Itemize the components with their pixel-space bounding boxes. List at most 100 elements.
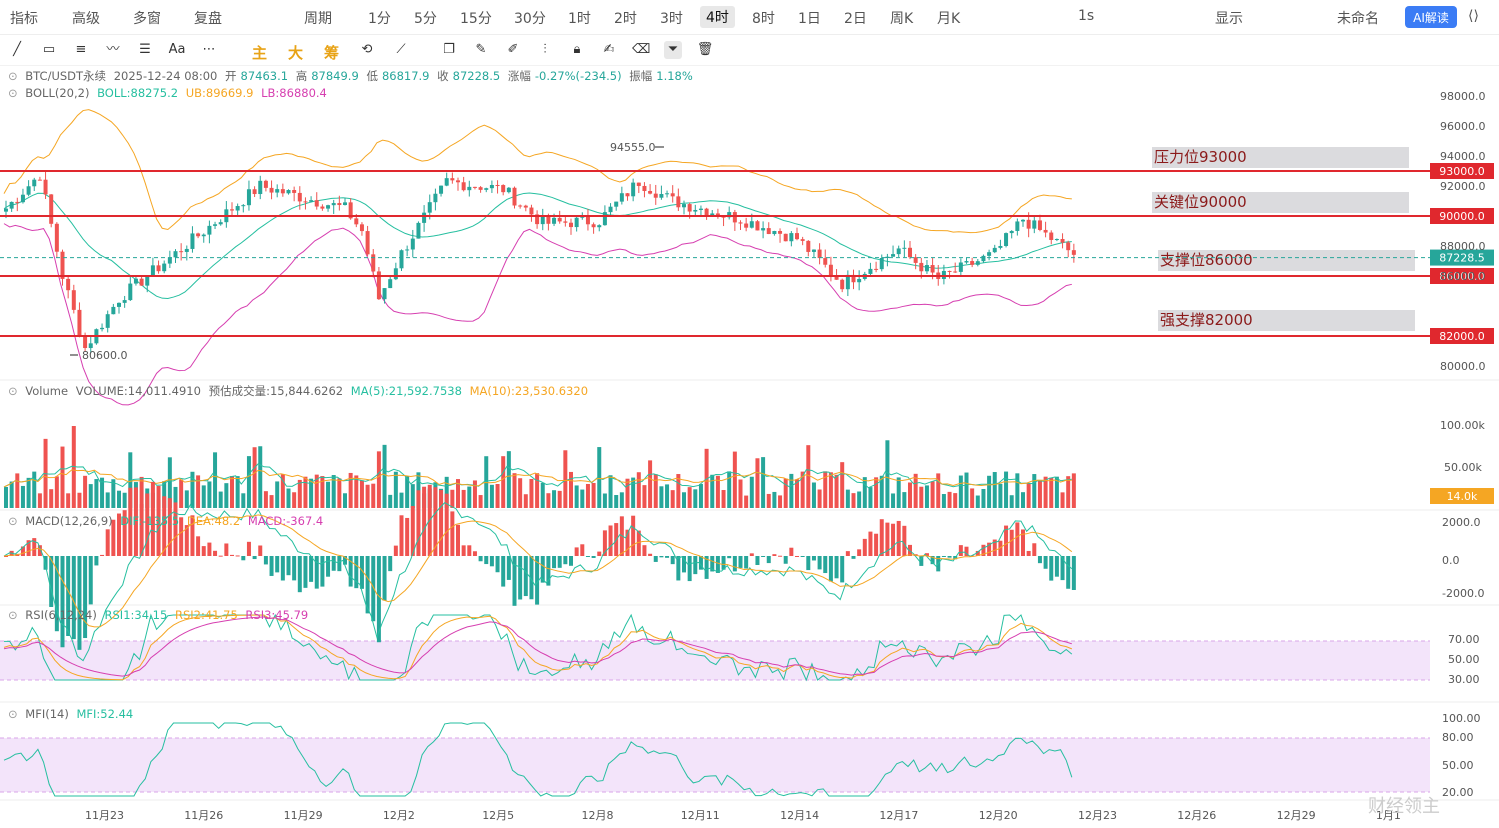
volume-bar	[602, 493, 607, 508]
volume-bar	[269, 495, 274, 508]
candle-body	[427, 202, 432, 213]
volume-bar	[908, 482, 912, 508]
eraser-icon[interactable]: ⌫	[632, 42, 651, 57]
volume-bar	[563, 450, 568, 508]
toolbar-item-14[interactable]: 2日	[844, 11, 867, 27]
date-label-7: 12月14	[780, 809, 819, 822]
candle-body	[857, 278, 862, 283]
toolbar-item-9[interactable]: 1时	[568, 11, 591, 27]
mode-large[interactable]: 大	[288, 44, 304, 62]
text-tool-icon[interactable]: Aa	[168, 42, 186, 57]
mode-chips[interactable]: 筹	[324, 44, 340, 62]
toolbar-item-13[interactable]: 1日	[798, 11, 821, 27]
macd-bar	[540, 556, 545, 583]
candle-body	[512, 187, 517, 206]
volume-bar	[111, 479, 116, 508]
macd-bar	[891, 523, 896, 556]
wave-tool-icon[interactable]: 〰	[106, 42, 120, 57]
candle-body	[66, 278, 71, 291]
rsi1-value: RSI1:34.15	[104, 608, 168, 622]
toolbar-item-16[interactable]: 月K	[937, 11, 961, 27]
toolbar-item-4[interactable]: 周期	[304, 11, 332, 27]
price-axis-label-3: 92000.0	[1440, 180, 1486, 193]
toolbar-item-3[interactable]: 复盘	[194, 11, 222, 27]
copy-icon[interactable]: ❐	[443, 42, 455, 57]
brush-icon[interactable]: ✐	[507, 42, 519, 57]
volume-bar	[286, 488, 291, 508]
pen-icon[interactable]: ✎	[475, 42, 487, 57]
macd-bar	[602, 530, 607, 556]
rectangle-tool-icon[interactable]: ▭	[42, 42, 56, 57]
volume-bar	[1009, 495, 1014, 508]
volume-bar	[970, 488, 975, 508]
volume-bar	[862, 477, 867, 508]
toolbar-item-11[interactable]: 3时	[660, 11, 683, 27]
macd-bar	[563, 556, 568, 565]
collapse-icon[interactable]: ⊙	[8, 86, 18, 100]
date-label-8: 12月17	[879, 809, 918, 822]
toolbar-item-12[interactable]: 8时	[752, 11, 775, 27]
toolbar-item-2[interactable]: 多窗	[133, 11, 161, 27]
macd-bar	[845, 551, 850, 556]
volume-bar	[806, 445, 811, 508]
volume-bar	[947, 491, 952, 508]
volume-bar	[156, 485, 161, 508]
current-price-tag	[1430, 249, 1494, 266]
toolbar-item-15[interactable]: 周K	[890, 11, 914, 27]
candle-body	[359, 224, 364, 232]
share-icon[interactable]: ⟨⟩	[1468, 8, 1479, 24]
candles-icon[interactable]: ⫶	[543, 42, 547, 57]
candle-body	[778, 230, 783, 234]
toolbar-item-5[interactable]: 1分	[368, 11, 391, 27]
filter-icon[interactable]: ⏷	[664, 41, 682, 59]
candle-body	[535, 214, 540, 225]
candle-body	[213, 224, 218, 226]
toolbar-item-17[interactable]: 1s	[1078, 8, 1095, 24]
candle-body	[150, 265, 155, 277]
amp-value: 1.18%	[656, 69, 693, 83]
candle-body	[783, 233, 788, 242]
macd-bar	[772, 554, 777, 556]
macd-bar	[326, 556, 331, 577]
volume-bar	[704, 448, 709, 508]
measure-icon[interactable]: ⟋	[396, 42, 406, 57]
volume-bar	[49, 489, 54, 508]
toolbar-item-19[interactable]: 未命名	[1337, 11, 1379, 27]
toolbar-item-18[interactable]: 显示	[1215, 11, 1243, 27]
volume-bar	[535, 473, 540, 508]
macd-bar	[258, 545, 263, 556]
toolbar-item-0[interactable]: 指标	[10, 11, 38, 27]
volume-bar	[749, 476, 754, 508]
macd-bar	[919, 556, 924, 566]
candle-body	[314, 200, 319, 207]
candle-body	[1026, 219, 1031, 229]
toolbar-item-8[interactable]: 30分	[514, 11, 546, 27]
candle-body	[280, 189, 285, 194]
toolbar-item-active[interactable]: 4时	[700, 6, 735, 28]
fib-tool-icon[interactable]: ☰	[139, 42, 151, 57]
trash-icon[interactable]: 🗑︎	[696, 42, 714, 57]
ai-analysis-button[interactable]: AI解读	[1405, 6, 1457, 28]
magnet-icon[interactable]: ⟲	[361, 42, 373, 57]
more-tools-icon[interactable]: ⋯	[202, 42, 216, 57]
parallel-lines-icon[interactable]: ≡	[75, 42, 87, 57]
lock-icon[interactable]: 🔒︎	[573, 42, 581, 57]
candle-body	[879, 257, 884, 270]
volume-bar	[648, 460, 653, 508]
toolbar-item-7[interactable]: 15分	[460, 11, 492, 27]
macd-bar	[32, 538, 37, 556]
mode-main[interactable]: 主	[252, 44, 268, 62]
candle-body	[823, 258, 828, 265]
macd-bar	[337, 556, 342, 572]
line-tool-icon[interactable]: ╱	[13, 42, 21, 57]
toolbar-item-6[interactable]: 5分	[414, 11, 437, 27]
low-value: 86817.9	[381, 69, 430, 83]
boll-line: ⊙ BOLL(20,2) BOLL:88275.2 UB:89669.9 LB:…	[8, 86, 331, 100]
candle-body	[410, 238, 415, 250]
toolbar-item-1[interactable]: 高级	[72, 11, 100, 27]
candle-body	[908, 247, 912, 258]
toolbar-item-10[interactable]: 2时	[614, 11, 637, 27]
volume-bar	[241, 493, 246, 508]
edit-icon[interactable]: ✍	[603, 42, 615, 57]
